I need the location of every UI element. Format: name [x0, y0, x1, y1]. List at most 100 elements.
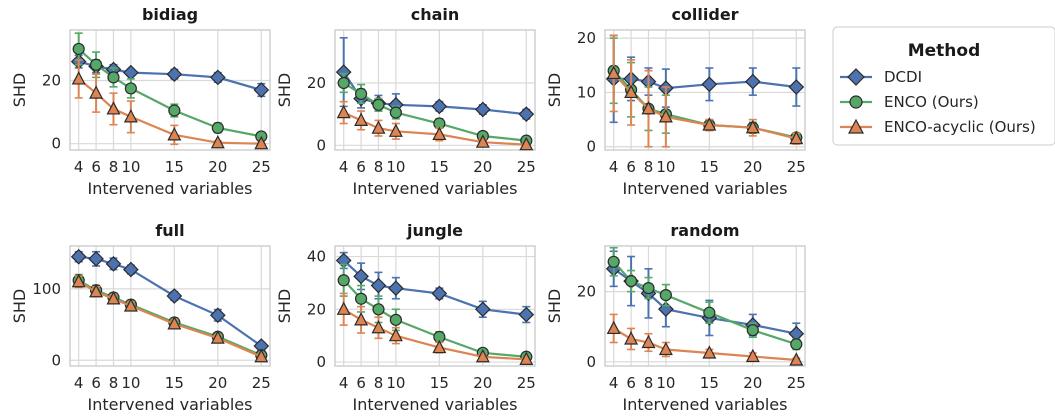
subplot-random: random 4 6 8 10 15 20 25 0 20 Intervened variables… [545, 221, 806, 414]
diamond-marker [353, 268, 369, 285]
triangle-marker [354, 312, 369, 326]
series-line [77, 48, 262, 138]
legend-circle-marker [849, 95, 863, 109]
triangle-marker [388, 123, 403, 137]
triangle-marker [371, 319, 386, 334]
triangle-marker [254, 348, 269, 363]
triangle-marker [641, 334, 656, 349]
x-tick-label: 4 [74, 158, 84, 176]
circle-marker [168, 104, 181, 117]
circle-marker [354, 292, 368, 305]
x-tick-label: 8 [109, 374, 119, 392]
x-tick-label: 20 [208, 374, 227, 392]
triangle-marker [106, 291, 121, 305]
diamond-marker [88, 251, 104, 267]
x-tick-label: 8 [374, 374, 384, 392]
legend-label-enco: ENCO (Ours) [884, 93, 979, 111]
x-tick-label: 10 [656, 158, 675, 176]
triangle-marker [432, 339, 447, 354]
circle-marker [107, 71, 120, 84]
x-tick-label: 15 [165, 374, 184, 392]
triangle-marker [432, 126, 447, 141]
diamond-marker [123, 261, 139, 278]
x-tick-label: 15 [700, 158, 719, 176]
triangle-marker [624, 84, 639, 99]
x-axis-label: Intervened variables [88, 179, 253, 198]
plot-frame [334, 29, 536, 151]
plot-frame [69, 245, 271, 367]
circle-marker [624, 274, 638, 288]
triangle-marker [519, 136, 534, 151]
triangle-marker [354, 112, 369, 126]
x-tick-label: 20 [473, 158, 492, 176]
diamond-marker [209, 69, 226, 86]
x-tick-label: 6 [356, 158, 366, 176]
y-tick-label: 20 [307, 300, 326, 318]
x-tick-label: 15 [430, 158, 449, 176]
circle-marker [372, 303, 385, 316]
series-dcdi [70, 248, 270, 354]
y-tick-label: 0 [316, 136, 326, 154]
legend-title: Method [908, 41, 981, 61]
legend-frame [832, 26, 1055, 146]
circle-marker [746, 324, 759, 337]
diamond-marker [253, 82, 270, 98]
circle-marker [642, 282, 655, 295]
x-tick-label: 15 [430, 374, 449, 392]
triangle-marker [71, 71, 86, 85]
x-tick-label: 15 [165, 158, 184, 176]
legend-triangle-marker [847, 118, 865, 134]
series-enco-acyclic-ours [606, 34, 804, 148]
x-tick-label: 6 [91, 158, 101, 176]
triangle-marker [702, 345, 717, 359]
series-enco-ours [607, 246, 803, 351]
y-tick-label: 20 [577, 283, 596, 301]
y-tick-label: 0 [316, 353, 326, 371]
triangle-marker [210, 134, 225, 149]
x-tick-label: 10 [656, 374, 675, 392]
subplot-chain: chain 4 6 8 10 15 20 25 0 20 Intervened variables S… [275, 5, 536, 198]
series-dcdi [70, 53, 270, 98]
diamond-marker [123, 64, 139, 81]
diamond-marker [105, 256, 122, 272]
circle-marker [389, 106, 402, 119]
y-tick-label: 20 [307, 74, 326, 92]
series-dcdi [335, 36, 535, 123]
triangle-marker [336, 301, 351, 315]
x-tick-label: 4 [339, 374, 349, 392]
subplot-title: bidiag [142, 5, 198, 24]
series-line [342, 259, 527, 316]
y-axis-label: SHD [10, 73, 29, 108]
circle-marker [72, 42, 85, 56]
circle-marker [703, 306, 716, 319]
y-axis-label: SHD [10, 289, 29, 324]
series-line [612, 261, 797, 346]
subplot-title: collider [671, 5, 738, 24]
x-axis-label: Intervened variables [88, 395, 253, 414]
triangle-marker [658, 109, 673, 123]
triangle-marker [336, 104, 351, 119]
legend-label-dcdi: DCDI [884, 68, 922, 86]
x-tick-label: 8 [644, 374, 654, 392]
y-tick-label: 40 [307, 248, 326, 266]
diamond-marker [70, 248, 87, 265]
circle-marker [354, 87, 368, 100]
x-tick-label: 10 [121, 374, 140, 392]
x-axis-label: Intervened variables [353, 395, 518, 414]
triangle-marker [475, 348, 490, 363]
triangle-marker [624, 331, 639, 345]
diamond-marker [166, 288, 183, 304]
x-axis-label: Intervened variables [623, 395, 788, 414]
x-tick-label: 25 [252, 374, 271, 392]
y-tick-label: 20 [42, 72, 61, 90]
y-tick-label: 0 [586, 138, 596, 156]
triangle-marker [789, 352, 804, 366]
diamond-marker [744, 73, 761, 90]
series-enco-ours [337, 72, 533, 147]
triangle-marker [745, 119, 760, 134]
legend-label-enco-acyclic: ENCO-acyclic (Ours) [884, 118, 1036, 136]
subplot-title: full [155, 221, 184, 240]
